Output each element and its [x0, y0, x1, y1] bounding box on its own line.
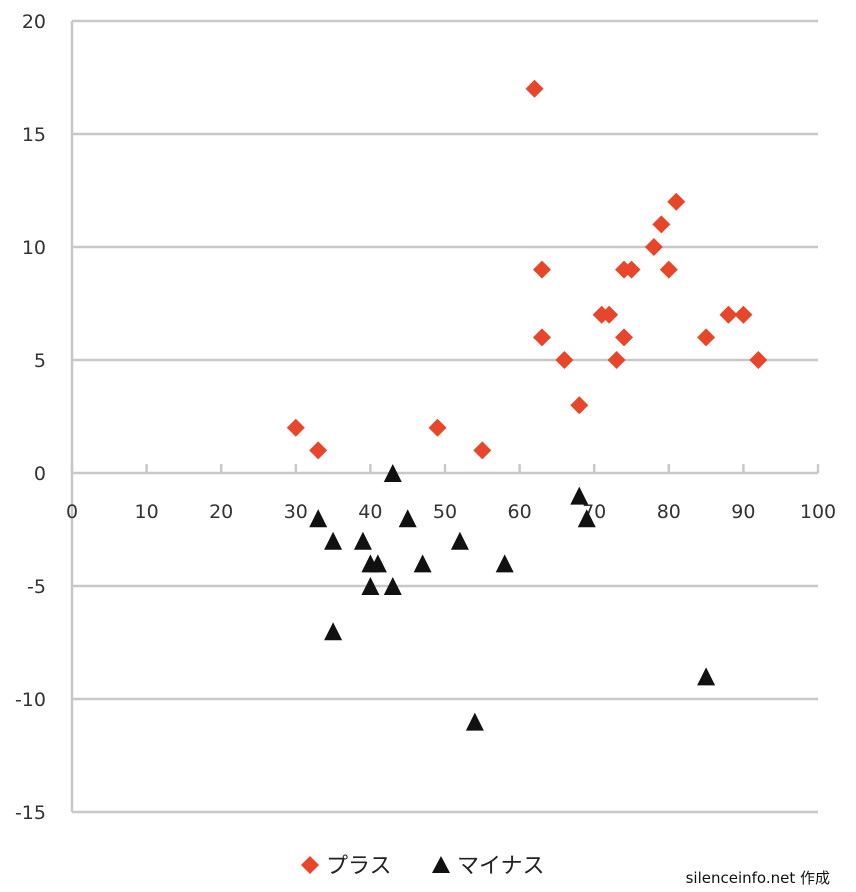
y-tick-label: 15 — [22, 124, 46, 146]
minus-point — [309, 509, 328, 528]
plus-point — [473, 441, 492, 460]
minus-point — [324, 622, 343, 641]
x-tick-label: 30 — [284, 501, 308, 523]
x-tick-label: 90 — [731, 501, 755, 523]
minus-point — [495, 554, 514, 573]
y-tick-label: 20 — [22, 11, 46, 33]
plus-point — [622, 260, 641, 279]
credit-text: silenceinfo.net 作成 — [686, 869, 830, 887]
plus-point — [719, 305, 738, 324]
gridlines — [72, 19, 818, 814]
y-tick-labels: 20 15 10 5 0 -5 -10 -15 — [15, 11, 46, 824]
legend-label-plus: プラス — [326, 854, 392, 879]
plus-point — [600, 305, 619, 324]
minus-point — [353, 531, 372, 550]
x-tick-label: 50 — [433, 501, 457, 523]
x-tick-label: 20 — [209, 501, 233, 523]
plus-point — [428, 418, 447, 437]
x-tick-label: 100 — [800, 501, 836, 523]
axes — [70, 21, 820, 812]
plus-point — [667, 192, 686, 211]
minus-point — [324, 531, 343, 550]
legend: プラス マイナス — [301, 854, 545, 879]
plus-point — [644, 238, 663, 256]
minus-point — [570, 486, 589, 505]
minus-point — [383, 464, 402, 482]
legend-label-minus: マイナス — [457, 854, 545, 879]
plus-point — [652, 215, 671, 234]
plus-point — [734, 305, 753, 324]
y-tick-label: -15 — [15, 802, 46, 824]
plus-point — [570, 396, 589, 415]
plus-point — [555, 351, 574, 369]
plus-point — [532, 328, 551, 347]
plus-point — [615, 328, 634, 347]
minus-point — [383, 577, 402, 595]
plus-point — [659, 260, 678, 279]
x-tick-labels: 0 10 20 30 40 50 60 70 80 90 100 — [66, 501, 836, 523]
minus-point — [398, 509, 417, 528]
plus-point — [286, 418, 305, 437]
y-tick-label: 5 — [34, 350, 46, 372]
minus-point — [413, 554, 432, 573]
y-tick-label: -5 — [27, 576, 46, 598]
legend-triangle-marker — [432, 856, 450, 873]
minus-point — [361, 577, 380, 595]
x-tick-label: 40 — [358, 501, 382, 523]
plus-point — [749, 351, 768, 369]
y-tick-label: -10 — [15, 689, 46, 711]
y-tick-label: 10 — [22, 237, 46, 259]
data-points — [286, 79, 768, 731]
legend-diamond-marker — [301, 856, 319, 874]
minus-point — [450, 531, 469, 550]
minus-point — [465, 712, 484, 731]
plus-point — [607, 351, 626, 369]
x-tick-label: 80 — [657, 501, 681, 523]
plus-point — [309, 441, 328, 460]
plus-point — [532, 260, 551, 279]
plus-point — [697, 328, 716, 347]
x-tick-label: 10 — [135, 501, 159, 523]
y-tick-label: 0 — [34, 463, 46, 485]
plus-point — [525, 79, 544, 98]
x-tick-label: 60 — [508, 501, 532, 523]
minus-point — [577, 509, 596, 528]
minus-point — [368, 554, 387, 573]
x-tick-label: 0 — [66, 501, 78, 523]
minus-point — [697, 667, 716, 686]
